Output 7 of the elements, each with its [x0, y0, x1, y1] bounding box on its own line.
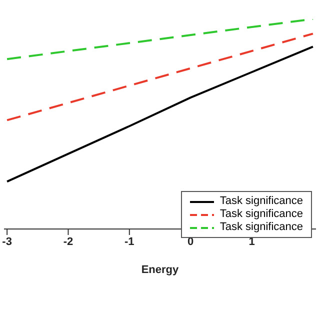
- legend-label: Task significance: [220, 208, 303, 221]
- x-axis-title: Energy: [141, 264, 180, 276]
- x-tick-label: -2: [63, 236, 74, 248]
- x-tick-label: -3: [2, 236, 12, 248]
- legend-label: Task significance: [220, 195, 303, 208]
- x-tick-label: -1: [124, 236, 134, 248]
- legend-label: Task significance: [220, 221, 303, 234]
